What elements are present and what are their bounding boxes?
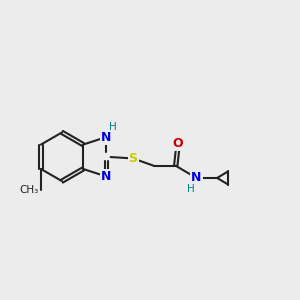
Text: H: H — [109, 122, 116, 132]
Text: O: O — [173, 137, 184, 150]
Text: S: S — [129, 152, 138, 165]
Text: H: H — [188, 184, 195, 194]
Text: N: N — [101, 130, 112, 144]
Text: N: N — [101, 170, 112, 183]
Text: CH₃: CH₃ — [19, 185, 38, 195]
Text: N: N — [191, 172, 202, 184]
